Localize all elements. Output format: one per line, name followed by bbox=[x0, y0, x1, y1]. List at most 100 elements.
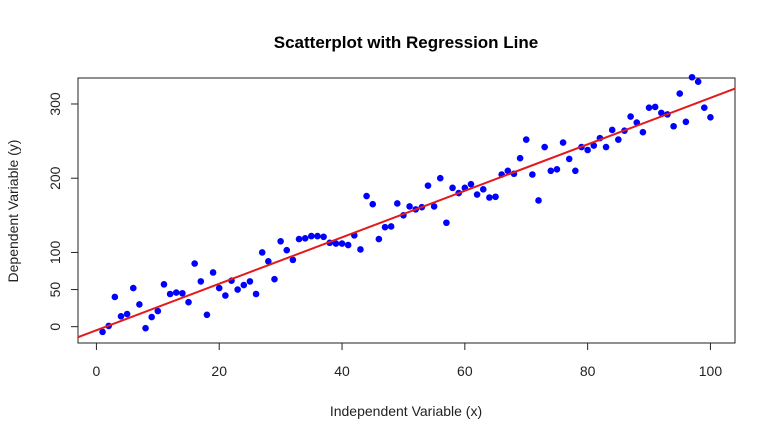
chart-title: Scatterplot with Regression Line bbox=[274, 33, 539, 52]
data-point bbox=[179, 289, 186, 297]
data-point bbox=[436, 174, 444, 182]
y-axis: 0 50 100 200 300 bbox=[47, 92, 78, 331]
data-point bbox=[449, 184, 456, 192]
x-tick-label: 80 bbox=[580, 363, 596, 379]
data-point bbox=[314, 232, 321, 240]
data-point bbox=[357, 246, 364, 253]
data-point bbox=[111, 293, 119, 301]
data-point bbox=[553, 166, 561, 173]
x-tick-label: 0 bbox=[93, 363, 101, 379]
data-point bbox=[191, 260, 198, 267]
data-point bbox=[608, 126, 616, 134]
data-point bbox=[197, 278, 205, 285]
data-point bbox=[486, 194, 493, 201]
y-tick-label: 300 bbox=[47, 92, 63, 116]
data-point bbox=[381, 223, 389, 231]
data-point bbox=[473, 191, 481, 198]
data-point bbox=[559, 139, 567, 146]
data-point bbox=[154, 307, 162, 315]
data-point bbox=[584, 146, 591, 154]
data-point bbox=[252, 290, 260, 298]
data-point bbox=[265, 258, 272, 265]
x-tick-label: 20 bbox=[211, 363, 227, 379]
data-point bbox=[271, 275, 278, 283]
data-point bbox=[148, 313, 155, 321]
data-point bbox=[234, 286, 241, 293]
data-point bbox=[185, 298, 192, 306]
data-point bbox=[123, 310, 131, 318]
data-point bbox=[172, 289, 180, 296]
x-tick-label: 40 bbox=[334, 363, 350, 379]
data-points bbox=[99, 73, 714, 336]
data-point bbox=[338, 240, 346, 247]
data-point bbox=[504, 167, 512, 175]
y-axis-label: Dependent Variable (y) bbox=[5, 140, 21, 283]
data-point bbox=[651, 103, 659, 111]
y-tick-label: 0 bbox=[47, 323, 63, 331]
data-point bbox=[694, 78, 702, 86]
data-point bbox=[682, 118, 690, 126]
data-point bbox=[658, 109, 665, 117]
data-point bbox=[492, 193, 499, 201]
data-point bbox=[160, 281, 168, 288]
data-point bbox=[522, 136, 530, 143]
data-point bbox=[627, 113, 634, 120]
data-point bbox=[283, 246, 291, 254]
data-point bbox=[645, 104, 653, 111]
data-point bbox=[639, 128, 647, 136]
regression-line-group bbox=[77, 87, 736, 339]
regression-line bbox=[77, 87, 736, 339]
data-point bbox=[590, 142, 598, 149]
data-point bbox=[424, 182, 432, 189]
data-point bbox=[676, 90, 684, 97]
data-point bbox=[541, 143, 548, 151]
data-point bbox=[406, 203, 413, 210]
data-point bbox=[295, 235, 303, 243]
data-point bbox=[308, 232, 315, 240]
x-tick-label: 100 bbox=[699, 363, 723, 379]
data-point bbox=[430, 203, 438, 210]
data-point bbox=[203, 311, 211, 319]
data-point bbox=[529, 171, 536, 178]
data-point bbox=[240, 281, 248, 289]
y-tick-label: 200 bbox=[47, 166, 63, 190]
data-point bbox=[670, 122, 677, 130]
data-point bbox=[387, 223, 395, 230]
data-point bbox=[209, 269, 217, 276]
data-point bbox=[375, 235, 383, 243]
data-point bbox=[258, 249, 266, 256]
data-point bbox=[572, 167, 579, 175]
x-axis: 0 20 40 60 80 100 bbox=[93, 343, 723, 379]
data-point bbox=[479, 186, 487, 193]
data-point bbox=[700, 104, 708, 111]
data-point bbox=[117, 312, 125, 320]
data-point bbox=[99, 328, 106, 336]
x-axis-label: Independent Variable (x) bbox=[330, 403, 482, 419]
data-point bbox=[467, 180, 475, 188]
data-point bbox=[615, 136, 622, 143]
data-point bbox=[344, 241, 352, 249]
data-point bbox=[565, 155, 573, 163]
data-point bbox=[707, 114, 714, 121]
data-point bbox=[215, 284, 223, 292]
y-tick-label: 50 bbox=[47, 282, 63, 298]
data-point bbox=[129, 284, 137, 292]
data-point bbox=[332, 240, 340, 247]
data-point bbox=[393, 200, 401, 207]
x-tick-label: 60 bbox=[457, 363, 473, 379]
data-point bbox=[443, 219, 450, 227]
data-point bbox=[535, 197, 542, 204]
data-point bbox=[277, 238, 284, 245]
data-point bbox=[363, 192, 370, 200]
data-point bbox=[301, 235, 309, 242]
y-tick-label: 100 bbox=[47, 241, 63, 265]
data-point bbox=[320, 233, 327, 241]
data-point bbox=[222, 292, 229, 299]
plot-frame bbox=[77, 77, 736, 344]
data-point bbox=[246, 278, 254, 285]
data-point bbox=[142, 324, 149, 332]
data-point bbox=[136, 301, 143, 308]
data-point bbox=[516, 154, 524, 162]
data-point bbox=[289, 256, 297, 264]
